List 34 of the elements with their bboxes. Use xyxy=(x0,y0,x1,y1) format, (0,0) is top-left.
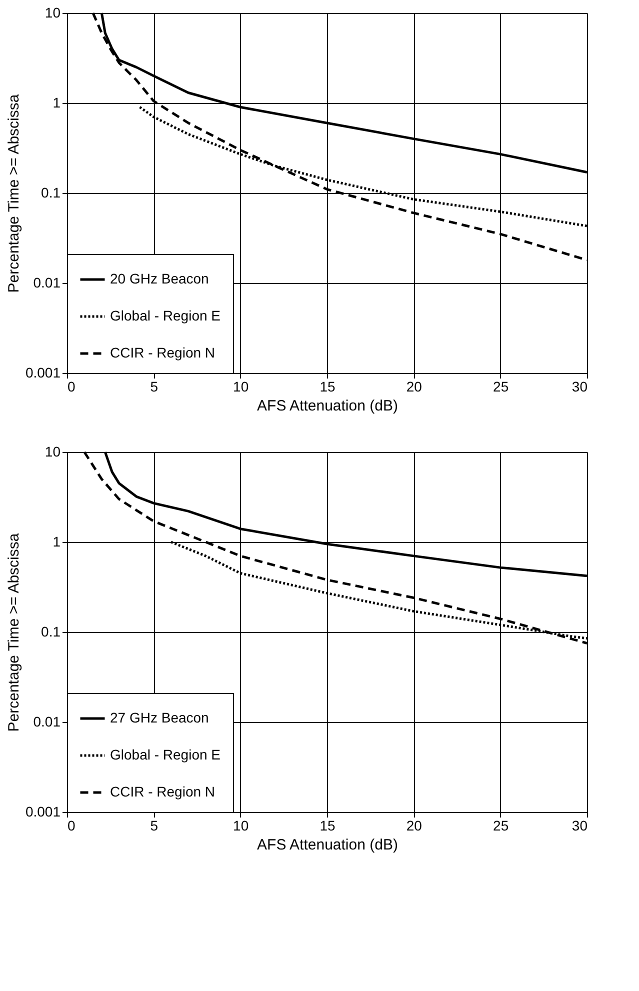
y-tick-label: 0.01 xyxy=(33,274,61,290)
x-tick-label: 20 xyxy=(406,818,422,834)
x-tick-label: 25 xyxy=(493,378,509,394)
x-tick-label: 0 xyxy=(68,818,76,834)
x-tick-label: 0 xyxy=(68,378,76,394)
x-tick-label: 15 xyxy=(320,378,336,394)
x-tick-label: 15 xyxy=(320,818,336,834)
x-axis-title: AFS Attenuation (dB) xyxy=(257,836,398,854)
legend-label: CCIR - Region N xyxy=(110,784,216,800)
y-tick-label: 1 xyxy=(52,534,61,550)
y-tick-label: 10 xyxy=(44,444,61,460)
x-tick-label: 5 xyxy=(150,818,158,834)
y-axis-title: Percentage Time >= Abscissa xyxy=(5,532,22,732)
legend-label: Global - Region E xyxy=(110,308,221,324)
y-tick-label: 0.1 xyxy=(41,624,61,640)
x-axis-title: AFS Attenuation (dB) xyxy=(257,398,398,414)
x-tick-label: 30 xyxy=(572,818,588,834)
legend-label: Global - Region E xyxy=(110,746,221,762)
legend-label: 20 GHz Beacon xyxy=(110,270,209,286)
y-tick-label: 0.1 xyxy=(41,184,61,200)
x-tick-label: 10 xyxy=(233,378,249,394)
y-tick-label: 0.001 xyxy=(25,804,61,820)
x-tick-label: 10 xyxy=(233,818,249,834)
x-tick-label: 5 xyxy=(150,378,158,394)
legend-label: 27 GHz Beacon xyxy=(110,710,209,726)
y-tick-label: 1 xyxy=(52,94,61,110)
x-tick-label: 30 xyxy=(572,378,588,394)
y-axis-title: Percentage Time >= Abscissa xyxy=(5,94,22,293)
y-tick-label: 0.001 xyxy=(25,364,61,380)
legend-label: CCIR - Region N xyxy=(110,344,216,360)
x-tick-label: 25 xyxy=(493,818,509,834)
y-tick-label: 10 xyxy=(44,4,61,20)
x-tick-label: 20 xyxy=(406,378,422,394)
y-tick-label: 0.01 xyxy=(33,714,61,730)
